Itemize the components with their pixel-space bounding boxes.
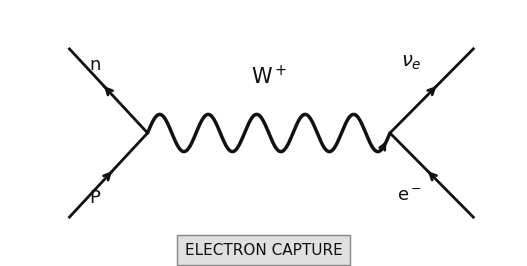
Text: n: n — [90, 56, 101, 74]
Text: P: P — [90, 189, 101, 207]
Text: ELECTRON CAPTURE: ELECTRON CAPTURE — [184, 243, 343, 257]
Text: e$^-$: e$^-$ — [397, 187, 422, 205]
Text: W$^+$: W$^+$ — [251, 64, 287, 88]
Text: $\nu_e$: $\nu_e$ — [401, 53, 422, 72]
